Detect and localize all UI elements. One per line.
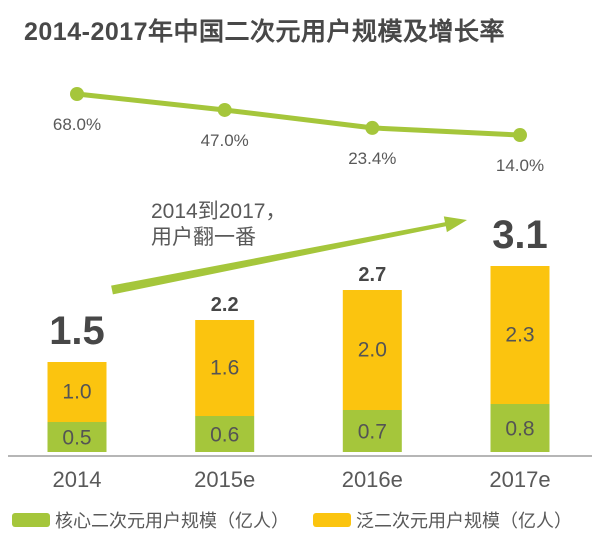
doubling-arrow-icon	[111, 216, 467, 295]
x-axis-label-2015e: 2015e	[194, 467, 255, 492]
growth-rate-line	[74, 91, 523, 138]
bar-label-pan-2017e: 2.3	[505, 324, 534, 347]
total-label-2014: 1.5	[49, 309, 105, 353]
total-label-2017e: 3.1	[492, 213, 548, 257]
growth-point-2016e[interactable]	[365, 120, 380, 135]
growth-rate-label-2017e: 14.0%	[496, 156, 544, 175]
x-axis-label-2014: 2014	[53, 467, 102, 492]
bar-label-pan-2016e: 2.0	[358, 339, 387, 362]
bar-label-pan-2014: 1.0	[62, 381, 91, 404]
legend-item-core[interactable]: 核心二次元用户规模（亿人）	[12, 507, 289, 533]
bar-label-core-2015e: 0.6	[210, 424, 239, 447]
annotation-line-1: 2014到2017，	[151, 200, 287, 223]
bar-segment-pan-2016e[interactable]	[342, 290, 402, 410]
total-label-2016e: 2.7	[358, 264, 386, 286]
growth-point-2014[interactable]	[70, 87, 84, 101]
x-axis-label-2017e: 2017e	[489, 467, 550, 492]
bar-segment-pan-2017e[interactable]	[490, 266, 550, 404]
legend-label-core: 核心二次元用户规模（亿人）	[55, 511, 289, 531]
growth-point-2015e[interactable]	[217, 102, 232, 117]
growth-rate-label-2015e: 47.0%	[201, 131, 249, 150]
bar-segment-core-2014[interactable]	[47, 422, 107, 452]
bar-segment-core-2017e[interactable]	[490, 404, 550, 452]
bar-segment-pan-2014[interactable]	[47, 362, 107, 422]
legend-swatch-green	[12, 513, 50, 527]
bar-label-pan-2015e: 1.6	[210, 357, 239, 380]
doubling-annotation: 2014到2017， 用户翻一番	[151, 199, 286, 251]
annotation-line-2: 用户翻一番	[151, 226, 256, 249]
growth-rate-label-2016e: 23.4%	[348, 149, 396, 168]
legend-item-pan[interactable]: 泛二次元用户规模（亿人）	[313, 507, 572, 533]
total-label-2015e: 2.2	[211, 294, 239, 316]
growth-point-2017e[interactable]	[513, 128, 527, 143]
growth-rate-label-2014: 68.0%	[53, 115, 101, 134]
bar-segment-pan-2015e[interactable]	[195, 320, 255, 416]
bar-label-core-2016e: 0.7	[358, 421, 387, 444]
bar-segment-core-2015e[interactable]	[195, 416, 255, 452]
bar-label-core-2014: 0.5	[62, 427, 91, 450]
legend-swatch-yellow	[313, 513, 351, 527]
bar-segment-core-2016e[interactable]	[342, 410, 402, 452]
legend-label-pan: 泛二次元用户规模（亿人）	[356, 511, 572, 531]
x-axis-label-2016e: 2016e	[342, 467, 403, 492]
chart-title: 2014-2017年中国二次元用户规模及增长率	[24, 18, 506, 46]
bar-label-core-2017e: 0.8	[505, 418, 534, 441]
chart-legend: 核心二次元用户规模（亿人） 泛二次元用户规模（亿人）	[12, 507, 572, 533]
